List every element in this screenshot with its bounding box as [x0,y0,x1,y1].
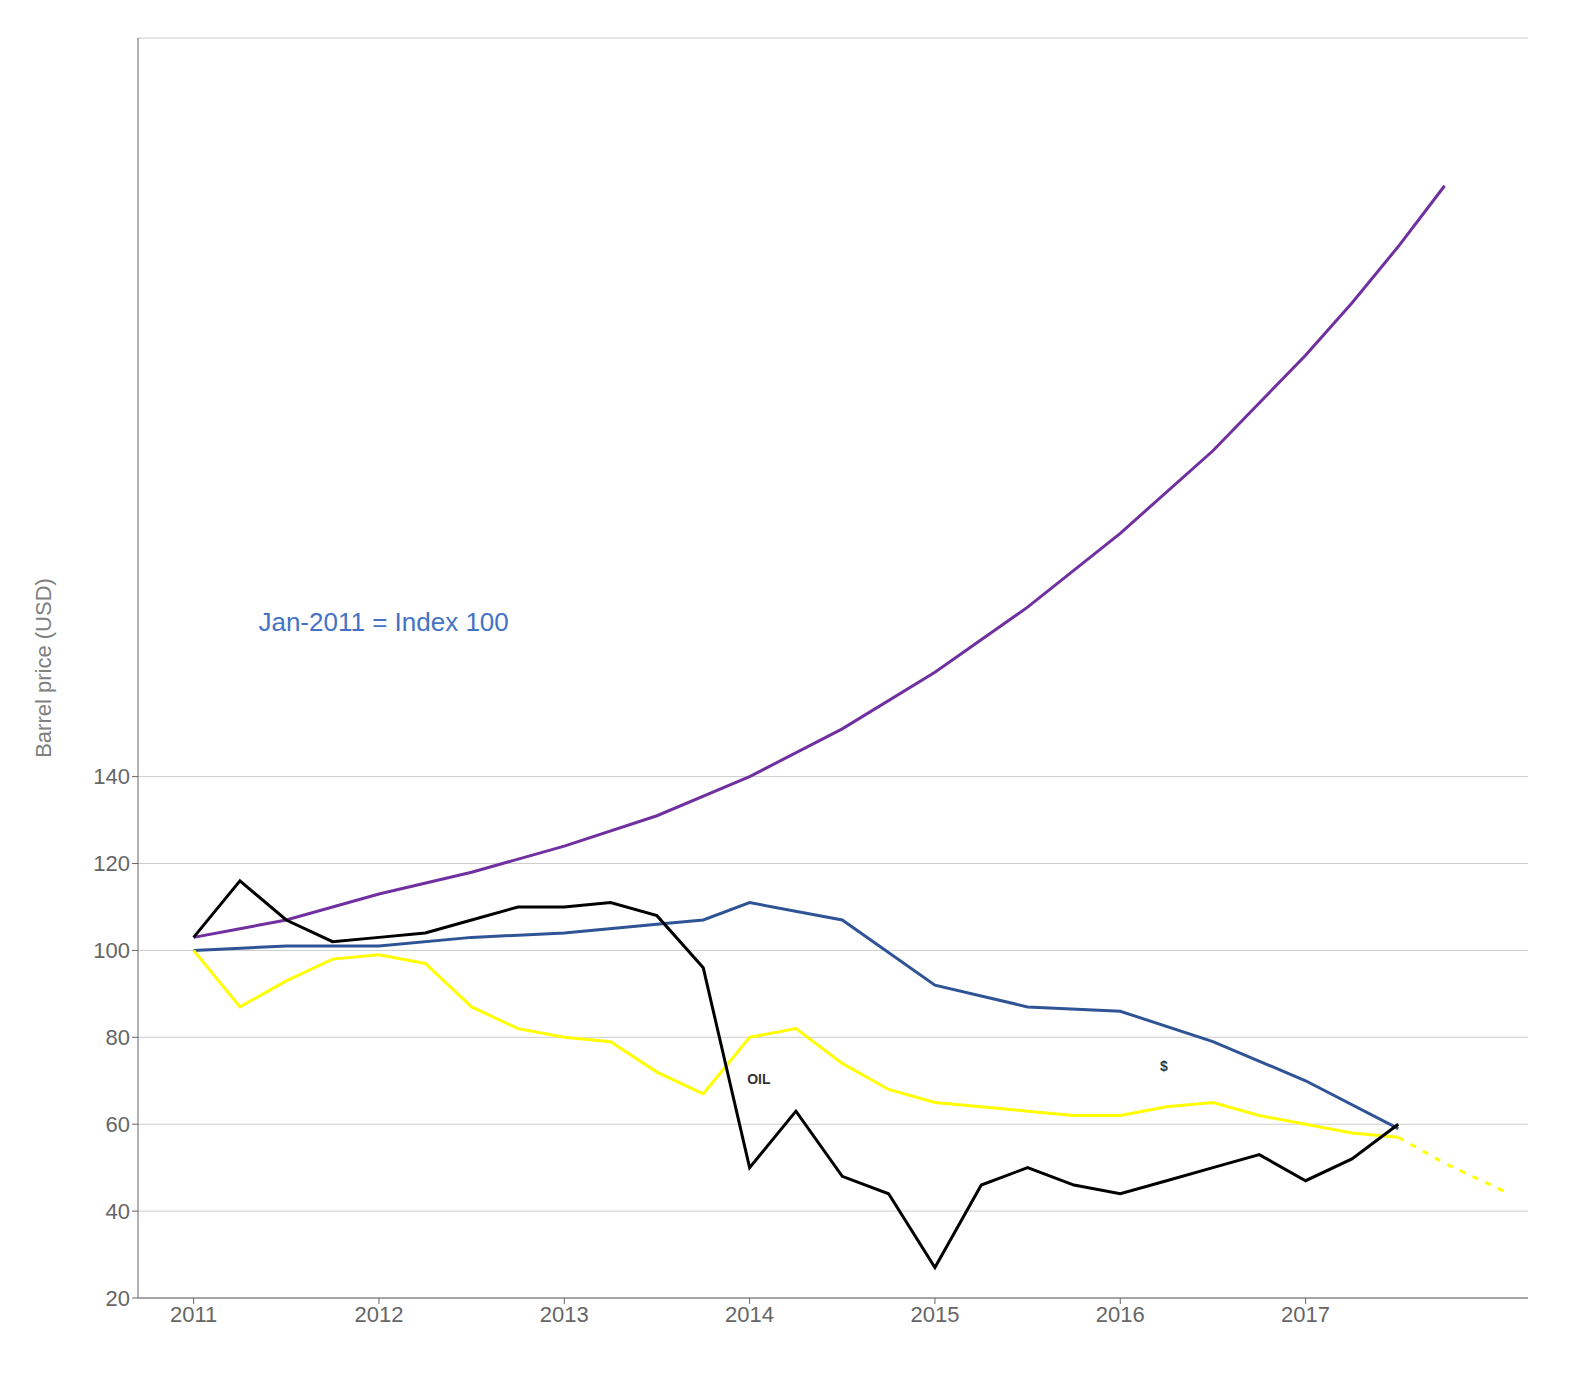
svg-text:2012: 2012 [354,1302,403,1327]
svg-text:2013: 2013 [540,1302,589,1327]
svg-text:2016: 2016 [1096,1302,1145,1327]
svg-text:Jan-2011 = Index 100: Jan-2011 = Index 100 [258,607,508,637]
svg-text:OIL: OIL [747,1071,771,1087]
svg-text:40: 40 [106,1199,130,1224]
svg-text:2011: 2011 [170,1302,217,1327]
svg-text:80: 80 [106,1025,130,1050]
svg-text:$: $ [1160,1058,1168,1074]
svg-text:100: 100 [93,938,130,963]
svg-text:2017: 2017 [1281,1302,1330,1327]
svg-text:2015: 2015 [910,1302,959,1327]
svg-text:2014: 2014 [725,1302,774,1327]
svg-text:120: 120 [93,851,130,876]
svg-text:60: 60 [106,1112,130,1137]
svg-text:20: 20 [106,1286,130,1311]
svg-text:Barrel price (USD): Barrel price (USD) [31,578,56,758]
svg-text:140: 140 [93,764,130,789]
